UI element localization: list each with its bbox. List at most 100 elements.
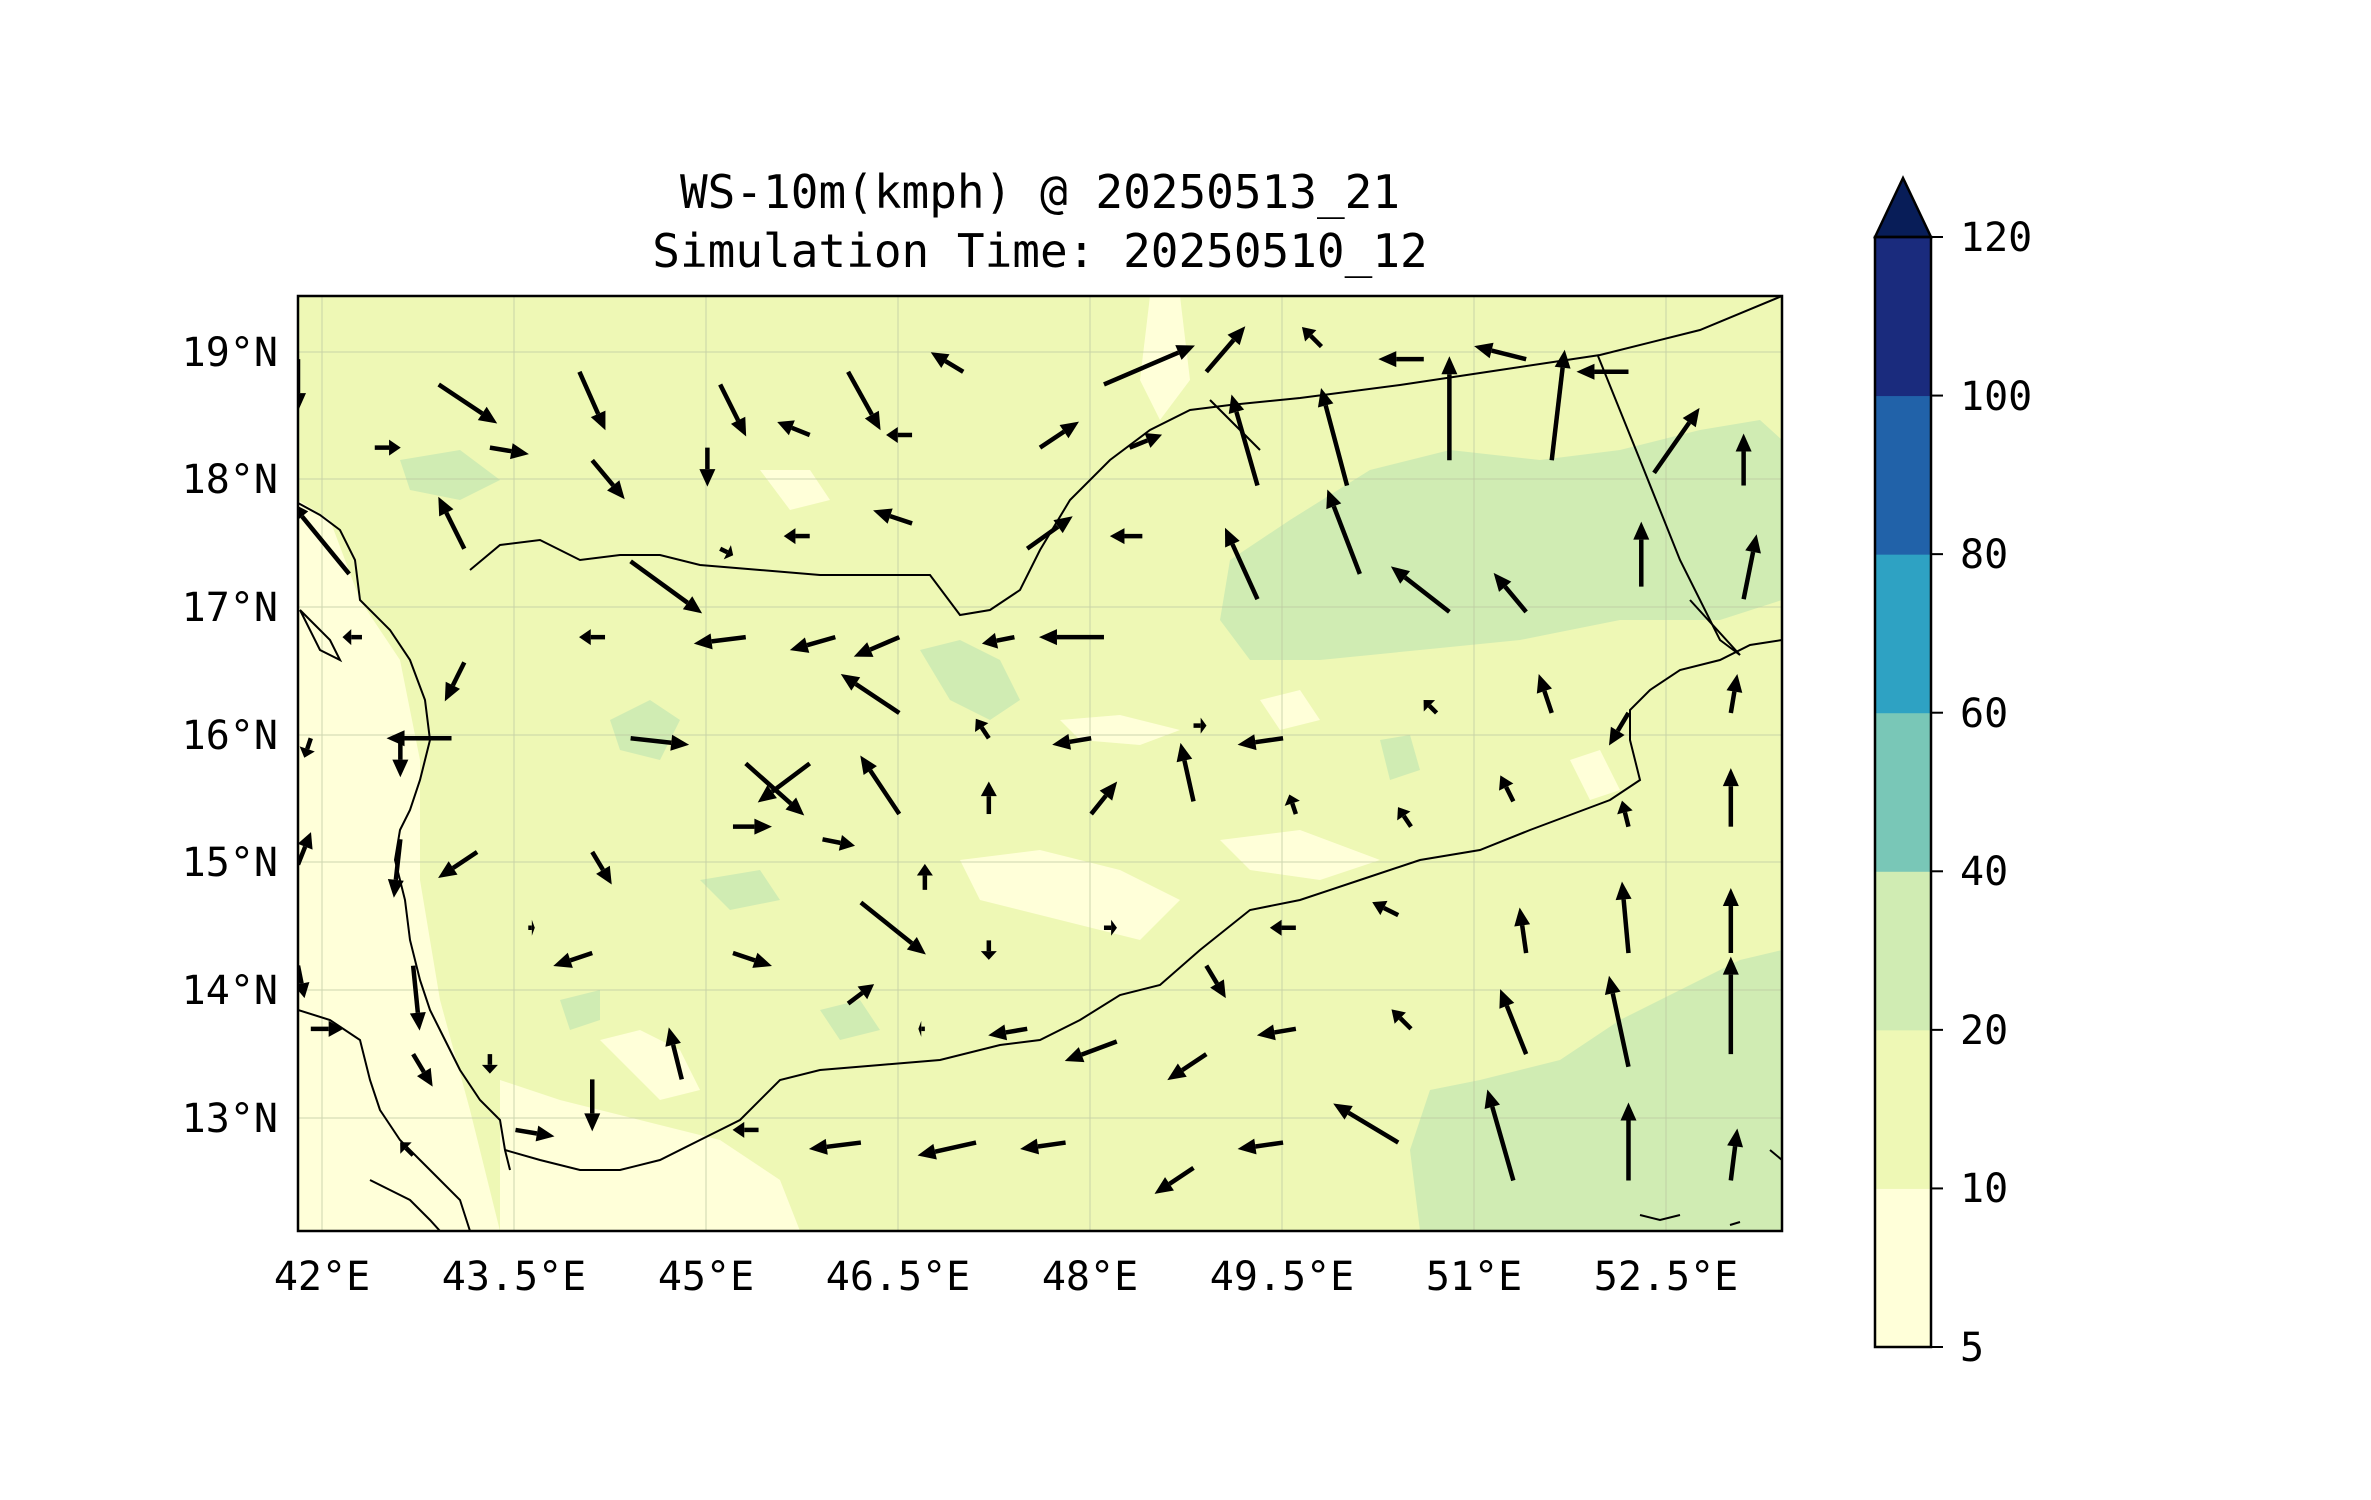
wind-arrow [1615, 881, 1632, 954]
wind-arrow-shaft [1080, 1039, 1118, 1057]
wind-arrow-head [298, 981, 310, 999]
colorbar-label: 80 [1960, 532, 2008, 578]
colorbar-band [1875, 712, 1931, 872]
wind-arrow-head [840, 673, 861, 691]
wind-arrow-shaft [1382, 905, 1400, 918]
wind-arrow-shaft [718, 383, 741, 422]
wind-arrow-head [1391, 1009, 1406, 1024]
wind-arrow-head [1633, 521, 1650, 540]
wind-arrow [299, 737, 315, 758]
wind-arrow-head [596, 865, 612, 885]
wind-arrow-shaft [711, 634, 747, 644]
wind-arrow-head [789, 637, 810, 653]
colorbar-band [1875, 237, 1931, 397]
wind-arrow-head [730, 416, 747, 437]
wind-arrow-head [590, 410, 606, 431]
wind-arrow-shaft [411, 1052, 426, 1074]
wind-arrow-shaft [1005, 1026, 1028, 1035]
wind-arrow-head [1484, 1089, 1500, 1109]
wind-arrow-head [873, 508, 893, 524]
wind-arrow-head [1554, 349, 1571, 369]
wind-arrow-shaft [1234, 411, 1260, 487]
wind-arrow-head [1499, 775, 1514, 791]
wind-arrow-head [693, 633, 713, 650]
wind-arrow [515, 1125, 555, 1142]
wind-arrow-head [1423, 699, 1436, 712]
wind-arrow-shaft [1037, 1140, 1066, 1149]
wind-arrow [853, 635, 901, 657]
wind-arrow [590, 850, 612, 885]
wind-arrow-head [1390, 566, 1410, 584]
wind-arrow [859, 900, 926, 955]
wind-arrow-head [1378, 351, 1397, 368]
wind-arrow [590, 458, 625, 500]
wind-arrow-head [1735, 433, 1752, 452]
wind-arrow-head [1722, 956, 1739, 975]
wind-arrow-head [1474, 342, 1494, 359]
wind-arrow-head [298, 393, 306, 412]
wind-arrow [732, 950, 772, 968]
wind-arrow-shaft [1491, 348, 1527, 362]
colorbar-extend-triangle [1873, 175, 1933, 239]
wind-arrow [1237, 734, 1284, 751]
wind-arrow-head [1176, 742, 1193, 763]
wind-arrow [1735, 433, 1752, 486]
wind-arrow [1089, 781, 1118, 816]
wind-arrow [1474, 342, 1527, 362]
wind-arrow [528, 919, 535, 936]
wind-arrow [1633, 521, 1650, 587]
wind-arrow-head [298, 832, 313, 850]
wind-arrow [1549, 349, 1571, 461]
colorbar-ticks [1931, 236, 1943, 1348]
wind-arrow-shaft [1255, 736, 1284, 745]
wind-arrow-head [438, 496, 454, 517]
wind-arrow [1727, 1128, 1744, 1181]
wind-arrow [1103, 345, 1195, 387]
wind-arrow-head [857, 984, 875, 1000]
colorbar-label: 5 [1960, 1325, 1984, 1371]
wind-arrow-head [535, 1125, 555, 1142]
wind-arrow-shaft [305, 737, 313, 750]
wind-arrow-shaft [590, 850, 605, 871]
wind-arrow-head [777, 420, 795, 436]
y-tick-label: 19°N [182, 330, 278, 376]
wind-arrow [1128, 433, 1163, 450]
wind-arrow-head [981, 632, 999, 649]
wind-arrow-shaft [934, 1140, 977, 1154]
wind-arrow-shaft [1615, 711, 1631, 732]
wind-arrow [1390, 566, 1451, 614]
wind-arrow [718, 383, 747, 437]
wind-arrow-shaft [1274, 1026, 1297, 1035]
wind-arrow [411, 1052, 433, 1087]
wind-arrow [1301, 327, 1324, 349]
wind-arrow [1167, 1052, 1208, 1081]
wind-arrow [579, 629, 606, 646]
x-axis-labels: 42°E 43.5°E 45°E 46.5°E 48°E 49.5°E 51°E… [274, 1254, 1738, 1300]
wind-vector-field [298, 326, 1761, 1194]
wind-arrow-head [853, 642, 874, 657]
wind-arrow-shaft [1519, 925, 1529, 954]
wind-arrow [873, 508, 913, 526]
wind-arrow [988, 1024, 1028, 1041]
wind-arrow [1317, 388, 1350, 487]
wind-arrow-shaft [1401, 814, 1413, 828]
wind-arrow-head [1111, 919, 1117, 936]
wind-arrow-head [1608, 726, 1625, 746]
wind-arrow-head [838, 835, 856, 851]
y-tick-label: 13°N [182, 1096, 278, 1142]
wind-arrow-head [1499, 989, 1515, 1009]
wind-arrow-head [386, 730, 405, 747]
wind-arrow [1333, 1103, 1400, 1145]
wind-arrow-shaft [577, 370, 601, 415]
wind-arrow-shaft [1182, 759, 1196, 802]
wind-arrow [1423, 699, 1439, 715]
wind-arrow [1499, 775, 1516, 803]
wind-arrow-shaft [1309, 334, 1324, 349]
wind-arrow [1576, 363, 1629, 380]
wind-arrow-head [1722, 888, 1739, 907]
colorbar-bands [1875, 237, 1931, 1348]
wind-arrow [732, 1121, 759, 1138]
wind-arrow [840, 673, 901, 715]
wind-arrow [1064, 1039, 1118, 1063]
wind-arrow-head [1020, 1138, 1040, 1155]
